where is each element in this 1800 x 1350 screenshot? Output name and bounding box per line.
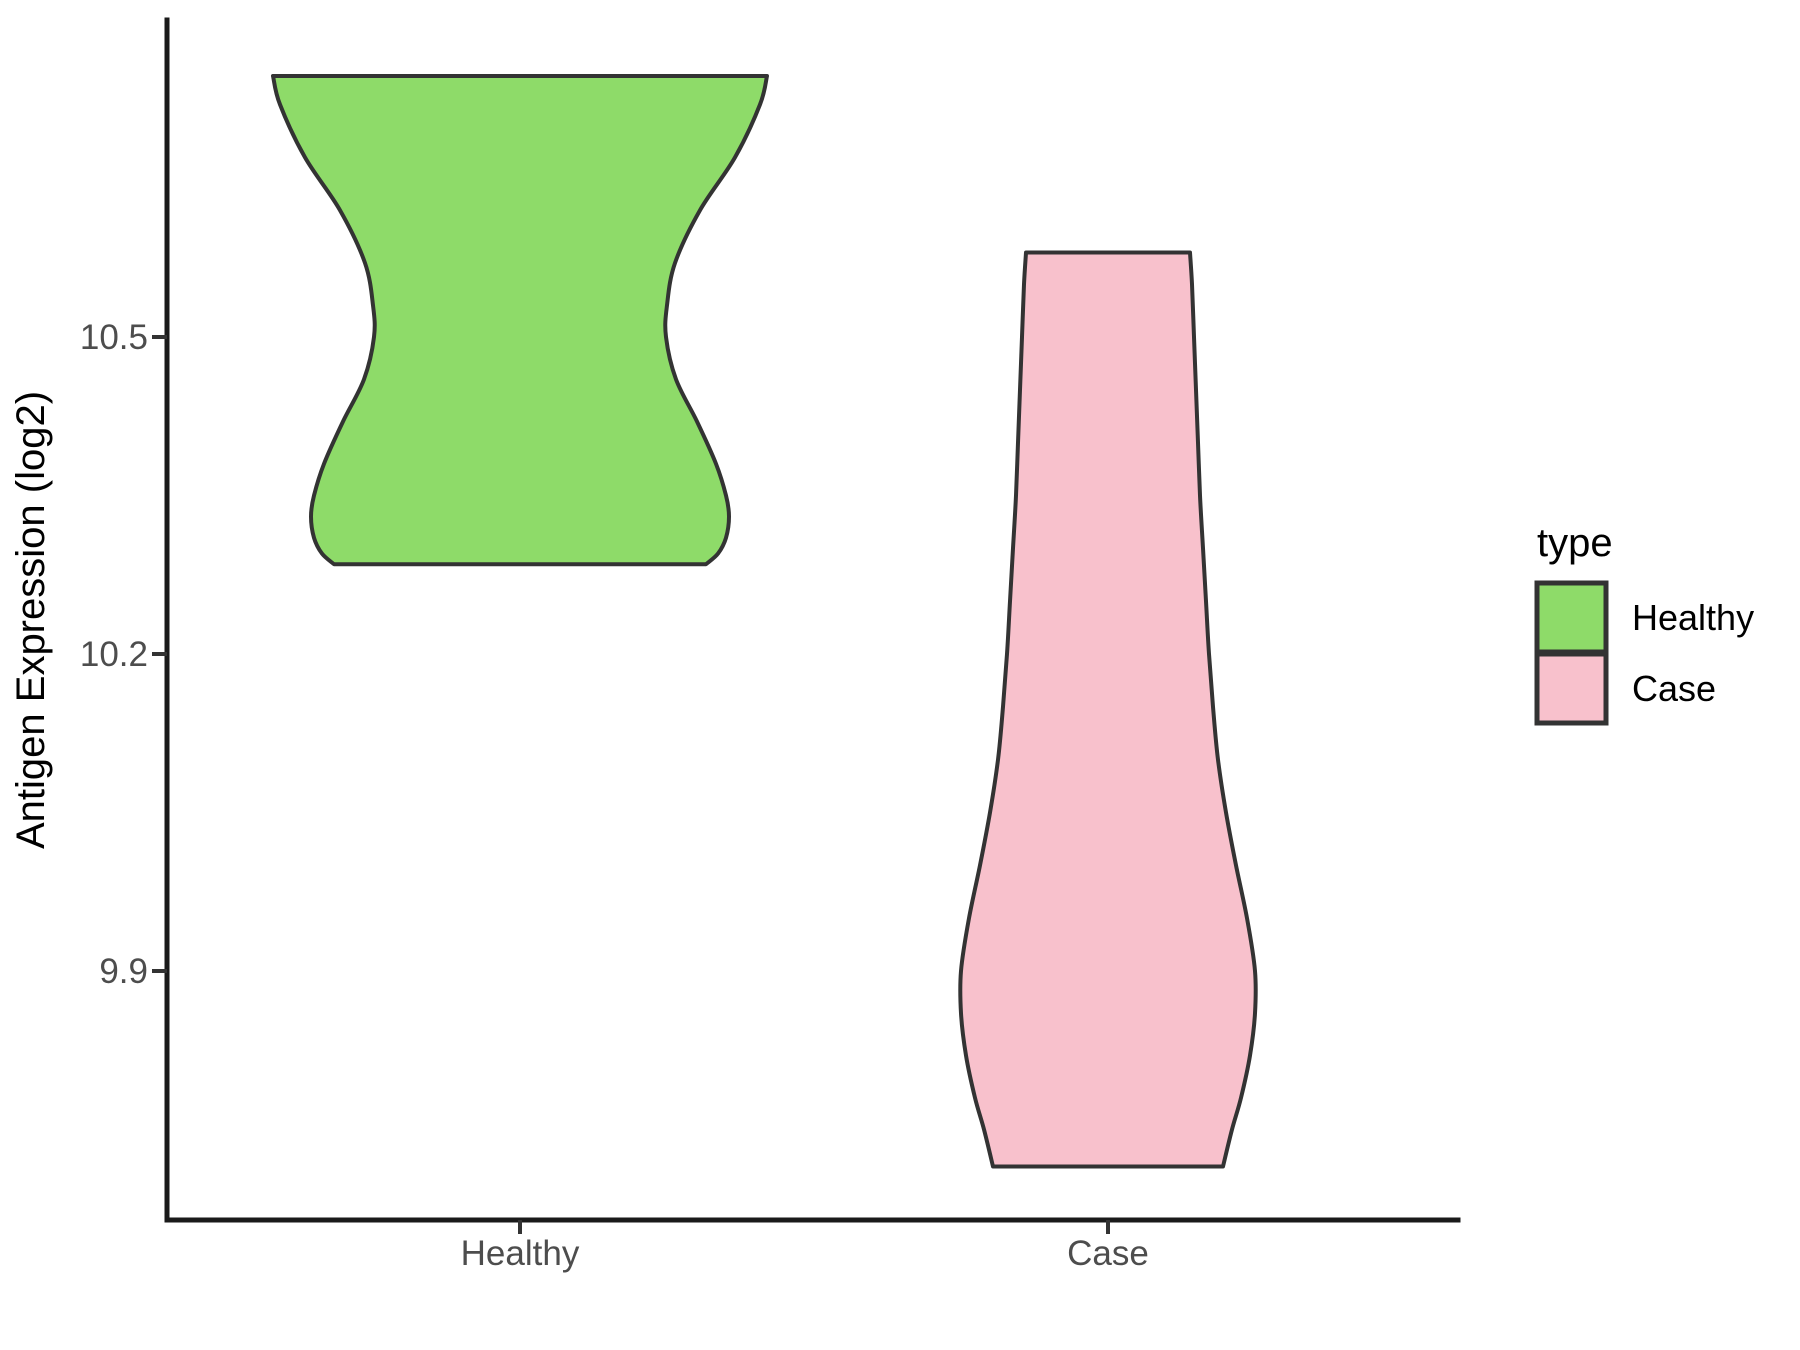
legend-key-case bbox=[1534, 651, 1609, 726]
x-category-label: Case bbox=[1067, 1234, 1149, 1273]
y-ticks: 10.5 10.2 9.9 bbox=[80, 318, 167, 991]
y-tick-label: 10.2 bbox=[80, 635, 148, 674]
y-tick-label: 10.5 bbox=[80, 318, 148, 357]
legend-label-case: Case bbox=[1632, 668, 1716, 709]
y-tick-label: 9.9 bbox=[99, 952, 148, 991]
x-ticks: Healthy Case bbox=[461, 1220, 1149, 1273]
legend: type Healthy Case bbox=[1534, 521, 1754, 726]
y-axis-title: Antigen Expression (log2) bbox=[9, 391, 53, 849]
legend-label-healthy: Healthy bbox=[1632, 597, 1754, 638]
violin-healthy bbox=[271, 74, 769, 567]
violin-case bbox=[958, 250, 1258, 1169]
panel: 10.5 10.2 9.9 Healthy Case Antigen Expre… bbox=[9, 17, 1461, 1273]
legend-key-healthy bbox=[1534, 580, 1609, 655]
x-category-label: Healthy bbox=[461, 1234, 580, 1273]
legend-title: type bbox=[1537, 521, 1613, 565]
